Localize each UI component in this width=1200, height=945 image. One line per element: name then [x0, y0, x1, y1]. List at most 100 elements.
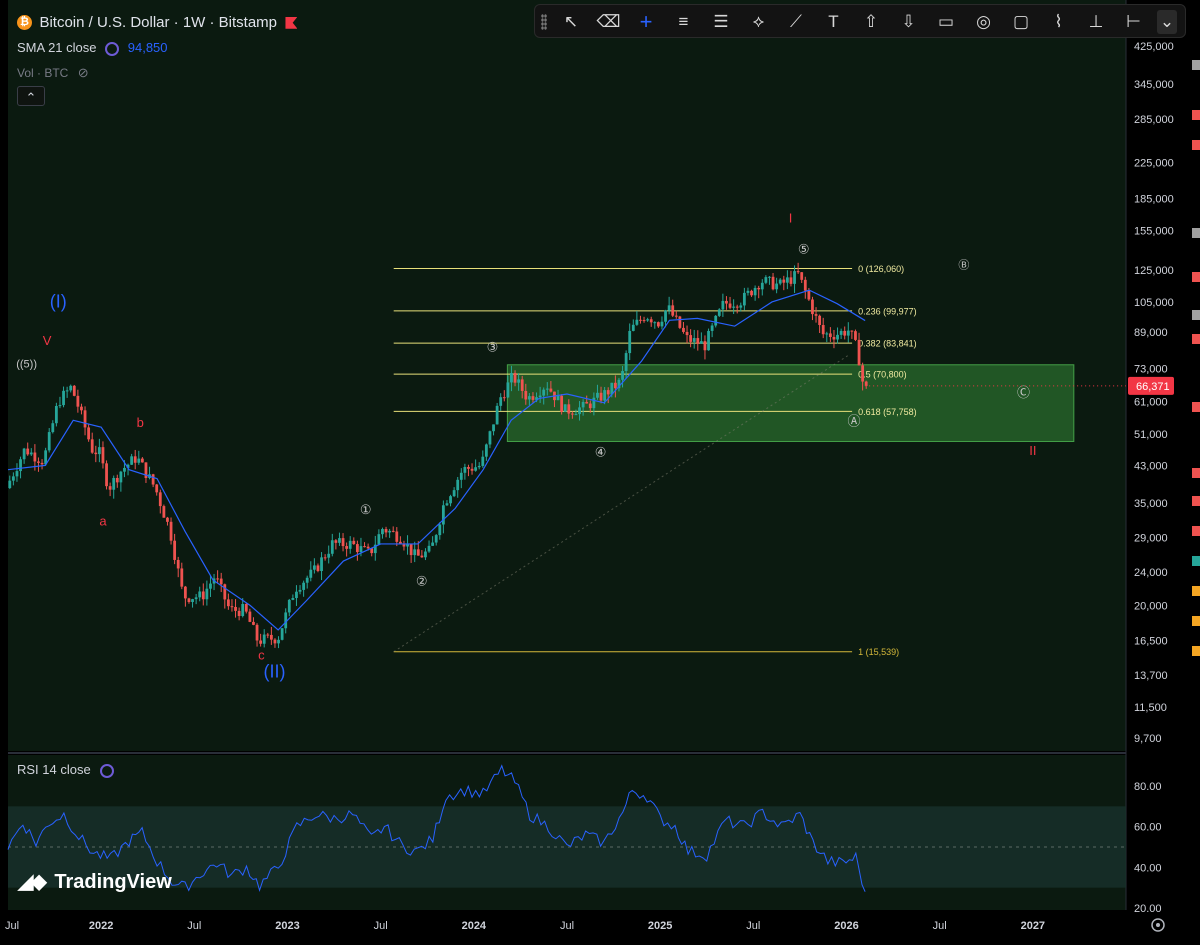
candle-body[interactable] — [599, 392, 603, 401]
candle-body[interactable] — [94, 452, 98, 455]
candle-body[interactable] — [40, 462, 44, 465]
candle-body[interactable] — [846, 330, 850, 336]
candle-body[interactable] — [760, 282, 764, 290]
candle-body[interactable] — [406, 543, 409, 547]
candle-body[interactable] — [338, 538, 341, 543]
candle-body[interactable] — [535, 397, 538, 400]
alert-marker[interactable] — [1192, 310, 1200, 320]
sma-legend[interactable]: SMA 21 close 94,850 — [17, 40, 168, 56]
candle-body[interactable] — [277, 639, 280, 644]
time-axis-label[interactable]: Jul — [187, 920, 201, 932]
price-axis-label[interactable]: 285,000 — [1134, 114, 1174, 126]
candle-body[interactable] — [69, 385, 73, 391]
candle-body[interactable] — [434, 535, 438, 543]
candle-body[interactable] — [488, 431, 492, 445]
wave-label[interactable]: II — [1029, 443, 1036, 458]
candle-body[interactable] — [388, 530, 392, 533]
rsi-line[interactable] — [7, 764, 866, 893]
price-axis-label[interactable]: 51,000 — [1134, 429, 1168, 441]
candle-body[interactable] — [782, 279, 786, 283]
eraser-icon[interactable]: ⌫ — [596, 12, 621, 31]
candle-body[interactable] — [477, 465, 481, 468]
arrow-up-icon[interactable]: ⇧ — [863, 12, 879, 31]
candle-body[interactable] — [377, 534, 381, 545]
wave-label[interactable]: (II) — [263, 661, 285, 681]
candle-body[interactable] — [470, 468, 474, 471]
path-icon[interactable]: ⌇ — [1054, 12, 1063, 31]
candle-body[interactable] — [606, 390, 610, 395]
candle-body[interactable] — [355, 544, 359, 553]
candle-body[interactable] — [441, 505, 445, 525]
candle-body[interactable] — [330, 540, 334, 554]
candle-body[interactable] — [273, 639, 277, 644]
candle-body[interactable] — [839, 330, 843, 335]
time-axis-label[interactable]: Jul — [5, 920, 19, 932]
candle-body[interactable] — [459, 472, 463, 480]
candle-body[interactable] — [183, 586, 187, 599]
candle-body[interactable] — [721, 300, 725, 310]
candle-body[interactable] — [667, 305, 671, 311]
alert-marker[interactable] — [1192, 140, 1200, 150]
candle-body[interactable] — [796, 271, 800, 273]
wave-label[interactable]: ② — [416, 574, 428, 589]
candle-body[interactable] — [280, 628, 284, 640]
candle-body[interactable] — [538, 395, 542, 398]
time-axis-label[interactable]: 2022 — [89, 920, 113, 932]
candle-body[interactable] — [492, 424, 495, 432]
candle-body[interactable] — [312, 565, 316, 570]
candle-body[interactable] — [284, 612, 288, 629]
candle-body[interactable] — [811, 299, 814, 315]
candle-body[interactable] — [735, 306, 739, 308]
alert-marker[interactable] — [1192, 402, 1200, 412]
candle-body[interactable] — [549, 388, 553, 392]
candle-body[interactable] — [398, 541, 402, 544]
candle-body[interactable] — [452, 490, 456, 497]
candle-body[interactable] — [861, 365, 865, 382]
candle-body[interactable] — [320, 557, 323, 572]
candle-body[interactable] — [818, 315, 822, 326]
candle-body[interactable] — [363, 546, 366, 548]
candle-body[interactable] — [384, 529, 388, 533]
price-axis-label[interactable]: 345,000 — [1134, 79, 1174, 91]
candle-body[interactable] — [201, 591, 205, 600]
candle-body[interactable] — [793, 271, 796, 284]
candle-body[interactable] — [37, 461, 40, 463]
candle-body[interactable] — [19, 459, 22, 472]
candle-body[interactable] — [11, 476, 15, 481]
parallel-channel-icon[interactable]: ≡ — [678, 12, 689, 31]
sma-settings-icon[interactable] — [105, 41, 120, 56]
candle-body[interactable] — [513, 372, 517, 383]
candle-body[interactable] — [771, 276, 775, 290]
date-range-icon[interactable]: ⊢ — [1126, 12, 1141, 31]
candle-body[interactable] — [348, 540, 352, 549]
candle-body[interactable] — [65, 390, 69, 392]
text-icon[interactable]: T — [828, 12, 839, 31]
candle-body[interactable] — [345, 546, 349, 549]
rsi-legend[interactable]: RSI 14 close — [17, 762, 115, 778]
candle-body[interactable] — [836, 334, 839, 340]
candle-body[interactable] — [803, 279, 807, 291]
price-axis-label[interactable]: 125,000 — [1134, 265, 1174, 277]
candle-body[interactable] — [395, 531, 399, 542]
candle-body[interactable] — [47, 432, 51, 451]
candle-body[interactable] — [857, 339, 861, 366]
price-axis-label[interactable]: 43,000 — [1134, 460, 1168, 472]
candle-body[interactable] — [570, 413, 574, 415]
candle-body[interactable] — [800, 272, 804, 280]
candle-body[interactable] — [585, 401, 589, 404]
alert-marker[interactable] — [1192, 334, 1200, 344]
candle-body[interactable] — [180, 568, 184, 587]
candle-body[interactable] — [646, 319, 650, 321]
settings-gear-icon[interactable] — [1151, 918, 1165, 932]
candle-body[interactable] — [234, 606, 237, 611]
candle-body[interactable] — [642, 320, 646, 322]
candle-body[interactable] — [617, 379, 621, 389]
candle-body[interactable] — [703, 341, 707, 351]
candle-body[interactable] — [424, 551, 427, 558]
price-axis-label[interactable]: 185,000 — [1134, 193, 1174, 205]
candle-body[interactable] — [542, 389, 546, 396]
candle-body[interactable] — [785, 277, 789, 283]
candle-body[interactable] — [252, 621, 255, 625]
candle-body[interactable] — [825, 333, 829, 335]
